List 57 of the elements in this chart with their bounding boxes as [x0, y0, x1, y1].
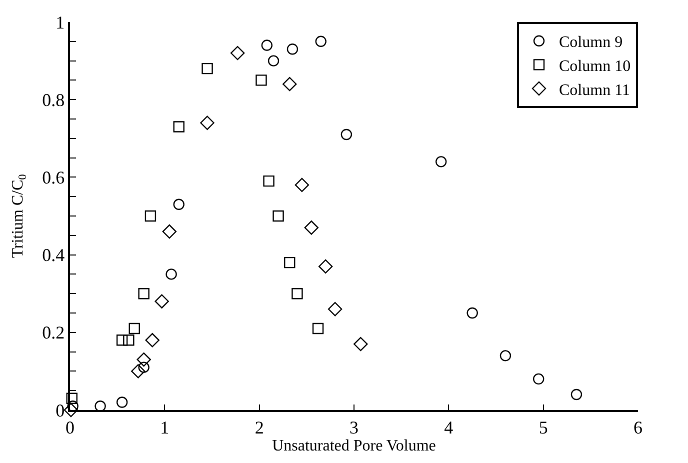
point	[173, 198, 184, 210]
point	[116, 396, 128, 408]
x-axis-title: Unsaturated Pore Volume	[272, 437, 436, 454]
point	[435, 156, 447, 168]
point	[294, 178, 310, 192]
point	[131, 364, 146, 378]
point	[64, 402, 78, 418]
point	[230, 46, 245, 60]
point	[116, 334, 128, 346]
x-tick-label: 4	[444, 417, 454, 438]
point	[315, 36, 326, 47]
point	[166, 268, 177, 280]
point	[200, 116, 214, 130]
point	[145, 333, 160, 348]
x-tick-label: 5	[538, 417, 548, 438]
y-tick-label: 0.6	[42, 168, 65, 188]
point	[340, 128, 352, 140]
point	[272, 210, 284, 222]
point	[263, 175, 274, 187]
point	[318, 259, 333, 274]
y-tick-label: 1	[56, 12, 65, 32]
point	[136, 352, 151, 367]
point	[128, 322, 140, 334]
point	[282, 76, 297, 92]
point	[268, 55, 280, 66]
x-tick-label: 3	[350, 417, 358, 438]
point	[162, 224, 176, 239]
y-tick-label: 0.2	[42, 322, 65, 343]
x-tick-label: 1	[160, 417, 170, 438]
point	[500, 350, 512, 362]
point	[570, 388, 582, 400]
point	[202, 62, 213, 74]
point	[173, 121, 184, 132]
point	[328, 302, 342, 316]
point	[354, 336, 368, 352]
point	[138, 288, 150, 300]
point	[154, 294, 169, 308]
legend-label: Column 11	[559, 82, 630, 99]
point	[284, 256, 296, 268]
y-tick-label: 0.4	[42, 245, 65, 266]
point	[144, 210, 156, 222]
point	[66, 392, 78, 404]
legend-label: Column 10	[559, 58, 631, 75]
point	[304, 220, 318, 235]
point	[261, 40, 273, 51]
x-tick-label: 6	[634, 417, 642, 438]
point	[256, 74, 267, 86]
point	[286, 44, 298, 55]
point	[312, 322, 324, 334]
point	[292, 288, 303, 300]
point	[466, 307, 478, 319]
y-tick-label: 0.8	[42, 90, 65, 110]
point	[123, 334, 134, 346]
point	[533, 373, 544, 385]
legend-label: Column 9	[559, 34, 623, 52]
y-tick-label: 0	[56, 400, 65, 420]
x-tick-label: 2	[254, 417, 264, 438]
